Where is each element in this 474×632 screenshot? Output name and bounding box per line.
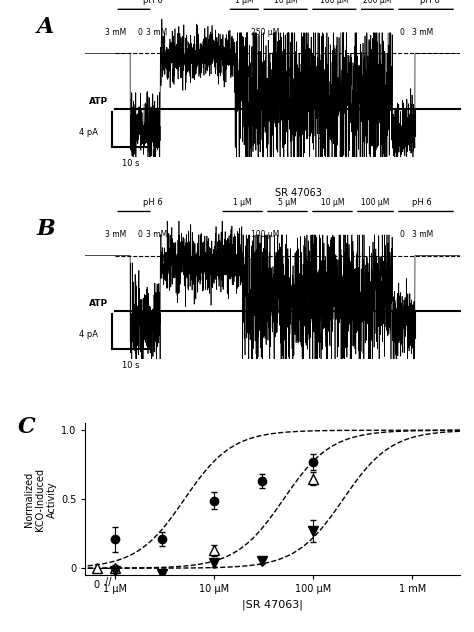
Text: A: A: [36, 16, 54, 38]
Text: 10 s: 10 s: [121, 159, 139, 168]
Text: 0: 0: [137, 230, 142, 239]
Text: //: //: [105, 577, 111, 587]
Text: 10 μM: 10 μM: [321, 198, 344, 207]
Text: ATP: ATP: [89, 299, 108, 308]
Text: 10 s: 10 s: [121, 362, 139, 370]
Text: 3 mM: 3 mM: [105, 230, 126, 239]
Text: 100 μM: 100 μM: [361, 198, 390, 207]
Text: 1 μM: 1 μM: [233, 198, 252, 207]
Text: 0: 0: [399, 28, 404, 37]
Text: 4 pA: 4 pA: [80, 128, 99, 137]
Text: C: C: [18, 416, 36, 438]
X-axis label: |SR 47063|: |SR 47063|: [242, 600, 303, 611]
Text: 0: 0: [137, 28, 142, 37]
Text: ATP: ATP: [89, 97, 108, 106]
Text: pH 6: pH 6: [143, 198, 163, 207]
Text: 100 μM: 100 μM: [251, 230, 279, 239]
Text: 100 μM: 100 μM: [320, 0, 348, 5]
Text: SR 47063: SR 47063: [275, 188, 322, 198]
Text: 0: 0: [93, 580, 100, 590]
Y-axis label: Normalized
KCO-Induced
Activity: Normalized KCO-Induced Activity: [24, 468, 57, 531]
Text: 200 μM: 200 μM: [363, 0, 392, 5]
Text: 3 mM: 3 mM: [105, 28, 126, 37]
Text: pH 6: pH 6: [412, 198, 432, 207]
Text: 5 μM: 5 μM: [278, 198, 297, 207]
Text: 4 pA: 4 pA: [80, 331, 99, 339]
Text: 3 mM: 3 mM: [146, 28, 167, 37]
Text: pH 6: pH 6: [143, 0, 163, 5]
Text: 3 mM: 3 mM: [412, 230, 433, 239]
Text: 1 μM: 1 μM: [235, 0, 254, 5]
Text: 3 mM: 3 mM: [412, 28, 433, 37]
Text: 3 mM: 3 mM: [146, 230, 167, 239]
Text: B: B: [36, 219, 55, 240]
Text: 0: 0: [399, 230, 404, 239]
Text: 10 μM: 10 μM: [274, 0, 297, 5]
Text: 250 μM: 250 μM: [251, 28, 279, 37]
Text: pH 6: pH 6: [420, 0, 440, 5]
